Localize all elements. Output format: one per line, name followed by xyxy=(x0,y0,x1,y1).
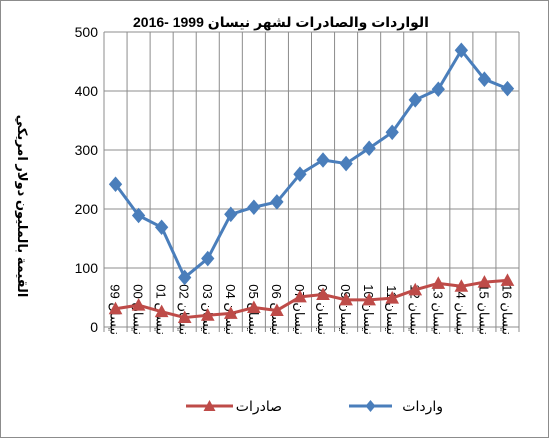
data-point xyxy=(454,42,469,59)
data-point xyxy=(201,250,215,267)
data-point xyxy=(431,276,446,289)
data-point xyxy=(200,308,215,321)
series-layer xyxy=(108,42,515,324)
data-point xyxy=(131,207,146,224)
y-tick-label: 400 xyxy=(75,83,99,99)
y-tick-label: 500 xyxy=(75,24,99,40)
data-point xyxy=(385,124,399,141)
x-tick-label: نيسان 16 xyxy=(499,284,514,335)
data-point xyxy=(154,304,169,318)
data-point xyxy=(477,71,492,87)
y-axis-label: القيمة بالمليون دولار امريكي xyxy=(15,115,30,298)
data-point xyxy=(293,166,307,182)
data-point xyxy=(270,303,284,316)
y-tick-label: 200 xyxy=(75,201,99,217)
series-line xyxy=(114,48,509,279)
data-point xyxy=(270,194,284,210)
data-point xyxy=(431,81,445,97)
data-point xyxy=(362,292,376,306)
series-exports xyxy=(108,273,515,324)
gridlines xyxy=(103,31,520,332)
y-tick-label: 100 xyxy=(75,260,99,276)
data-point xyxy=(224,206,238,223)
data-point xyxy=(408,282,423,296)
data-point xyxy=(500,273,515,286)
data-point xyxy=(108,301,123,315)
chart-title: الواردات والصادرات لشهر نيسان 1999 -2016 xyxy=(133,14,429,31)
data-point xyxy=(177,310,192,324)
y-axis-ticks: 0 100 200 300 400 500 xyxy=(75,24,99,335)
x-tick-label: نيسان 14 xyxy=(453,284,468,335)
data-point xyxy=(293,289,307,303)
data-point xyxy=(385,291,400,304)
legend-swatch-marker xyxy=(203,400,216,411)
legend-label: صادرات xyxy=(236,398,282,415)
legend-item: صادرات xyxy=(186,398,282,415)
data-point xyxy=(131,298,146,311)
x-tick-label: نيسان 09 xyxy=(338,284,353,335)
y-tick-label: 300 xyxy=(75,142,99,158)
series-imports xyxy=(108,42,515,286)
data-point xyxy=(362,140,376,156)
data-point xyxy=(154,219,169,236)
x-tick-label: نيسان 15 xyxy=(476,284,491,335)
data-point xyxy=(247,300,261,314)
data-point xyxy=(108,176,123,192)
legend-label: واردات xyxy=(402,398,443,415)
data-point xyxy=(339,292,353,306)
legend-swatch-marker xyxy=(365,400,376,412)
legend: واردات صادرات xyxy=(186,398,443,415)
x-tick-label: نيسان 10 xyxy=(361,284,376,335)
data-point xyxy=(316,287,330,301)
data-point xyxy=(247,199,261,215)
data-point xyxy=(316,152,330,168)
data-point xyxy=(408,92,422,108)
data-point xyxy=(454,279,469,292)
data-point xyxy=(178,269,192,286)
y-tick-label: 0 xyxy=(90,319,98,335)
x-tick-label: نيسان 02 xyxy=(177,284,192,335)
data-point xyxy=(339,155,353,172)
x-tick-label: نيسان 13 xyxy=(430,284,445,335)
data-point xyxy=(223,306,238,319)
x-tick-label: نيسان 12 xyxy=(407,284,422,335)
data-point xyxy=(500,80,515,97)
data-point xyxy=(477,275,492,288)
legend-item: واردات xyxy=(349,398,443,415)
